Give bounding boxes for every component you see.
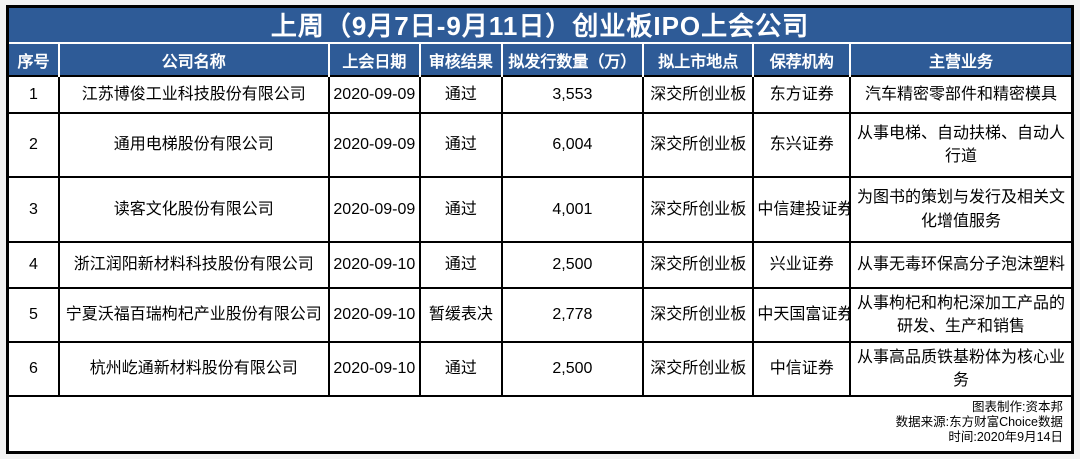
cell-main-business: 从事电梯、自动扶梯、自动人行道 [849, 112, 1071, 178]
cell-review-result: 通过 [418, 341, 503, 397]
cell-sponsor: 中信建投证券 [752, 176, 852, 243]
cell-review-date: 2020-09-10 [327, 241, 421, 289]
table-row: 3 读客文化股份有限公司 2020-09-09 通过 4,001 深交所创业板 … [9, 176, 1071, 243]
table-row: 6 杭州屹通新材料股份有限公司 2020-09-10 通过 2,500 深交所创… [9, 341, 1071, 397]
cell-sponsor: 中信证券 [752, 341, 852, 397]
table-row: 5 宁夏沃福百瑞枸杞产业股份有限公司 2020-09-10 暂缓表决 2,778… [9, 287, 1071, 343]
footer-credit-time: 时间:2020年9月14日 [948, 430, 1063, 444]
cell-listing-market: 深交所创业板 [641, 75, 755, 114]
cell-index: 4 [9, 241, 60, 289]
cell-company-name: 杭州屹通新材料股份有限公司 [57, 341, 330, 397]
cell-listing-market: 深交所创业板 [641, 287, 755, 343]
cell-company-name: 浙江润阳新材料科技股份有限公司 [57, 241, 330, 289]
cell-review-date: 2020-09-09 [327, 112, 421, 178]
footer-credit-maker: 图表制作:资本邦 [972, 400, 1063, 414]
footer-credit-source: 数据来源:东方财富Choice数据 [895, 415, 1063, 429]
cell-sponsor: 中天国富证券 [752, 287, 852, 343]
cell-index: 3 [9, 176, 60, 243]
header-sponsor: 保荐机构 [752, 44, 851, 76]
cell-main-business: 为图书的策划与发行及相关文化增值服务 [849, 176, 1071, 243]
header-main-business: 主营业务 [849, 44, 1071, 76]
cell-listing-market: 深交所创业板 [641, 241, 755, 289]
cell-review-result: 通过 [418, 112, 503, 178]
header-review-date: 上会日期 [327, 44, 420, 76]
cell-sponsor: 东方证券 [752, 75, 852, 114]
header-issue-quantity: 拟发行数量（万） [500, 44, 643, 76]
cell-sponsor: 兴业证券 [752, 241, 852, 289]
cell-review-result: 暂缓表决 [418, 287, 503, 343]
table-title: 上周（9月7日-9月11日）创业板IPO上会公司 [9, 8, 1071, 44]
cell-company-name: 通用电梯股份有限公司 [57, 112, 330, 178]
header-review-result: 审核结果 [418, 44, 502, 76]
table-footer: 图表制作:资本邦 数据来源:东方财富Choice数据 时间:2020年9月14日 [9, 397, 1071, 451]
cell-issue-quantity: 3,553 [500, 75, 644, 114]
header-company-name: 公司名称 [57, 44, 329, 76]
cell-review-date: 2020-09-10 [327, 341, 421, 397]
cell-review-result: 通过 [418, 241, 503, 289]
cell-issue-quantity: 2,500 [500, 241, 644, 289]
table-row: 2 通用电梯股份有限公司 2020-09-09 通过 6,004 深交所创业板 … [9, 112, 1071, 178]
cell-review-result: 通过 [418, 75, 503, 114]
table-header-row: 序号 公司名称 上会日期 审核结果 拟发行数量（万） 拟上市地点 保荐机构 主营… [9, 44, 1071, 76]
cell-index: 1 [9, 75, 60, 114]
cell-listing-market: 深交所创业板 [641, 341, 755, 397]
cell-listing-market: 深交所创业板 [641, 112, 755, 178]
cell-company-name: 江苏博俊工业科技股份有限公司 [57, 75, 330, 114]
cell-main-business: 从事高品质铁基粉体为核心业务 [849, 341, 1071, 397]
cell-sponsor: 东兴证券 [752, 112, 852, 178]
ipo-table-panel: 上周（9月7日-9月11日）创业板IPO上会公司 序号 公司名称 上会日期 审核… [6, 5, 1074, 454]
header-listing-market: 拟上市地点 [641, 44, 754, 76]
cell-company-name: 宁夏沃福百瑞枸杞产业股份有限公司 [57, 287, 330, 343]
cell-issue-quantity: 4,001 [500, 176, 644, 243]
cell-review-date: 2020-09-10 [327, 287, 421, 343]
cell-main-business: 从事无毒环保高分子泡沫塑料 [849, 241, 1071, 289]
ipo-table: 序号 公司名称 上会日期 审核结果 拟发行数量（万） 拟上市地点 保荐机构 主营… [9, 44, 1071, 397]
cell-review-date: 2020-09-09 [327, 75, 421, 114]
cell-review-result: 通过 [418, 176, 503, 243]
cell-index: 6 [9, 341, 60, 397]
table-row: 1 江苏博俊工业科技股份有限公司 2020-09-09 通过 3,553 深交所… [9, 75, 1071, 114]
cell-listing-market: 深交所创业板 [641, 176, 755, 243]
cell-company-name: 读客文化股份有限公司 [57, 176, 330, 243]
cell-issue-quantity: 2,500 [500, 341, 644, 397]
cell-review-date: 2020-09-09 [327, 176, 421, 243]
cell-issue-quantity: 6,004 [500, 112, 644, 178]
cell-main-business: 汽车精密零部件和精密模具 [849, 75, 1071, 114]
cell-issue-quantity: 2,778 [500, 287, 644, 343]
cell-main-business: 从事枸杞和枸杞深加工产品的研发、生产和销售 [849, 287, 1071, 343]
header-index: 序号 [9, 44, 59, 76]
cell-index: 2 [9, 112, 60, 178]
cell-index: 5 [9, 287, 60, 343]
table-row: 4 浙江润阳新材料科技股份有限公司 2020-09-10 通过 2,500 深交… [9, 241, 1071, 289]
